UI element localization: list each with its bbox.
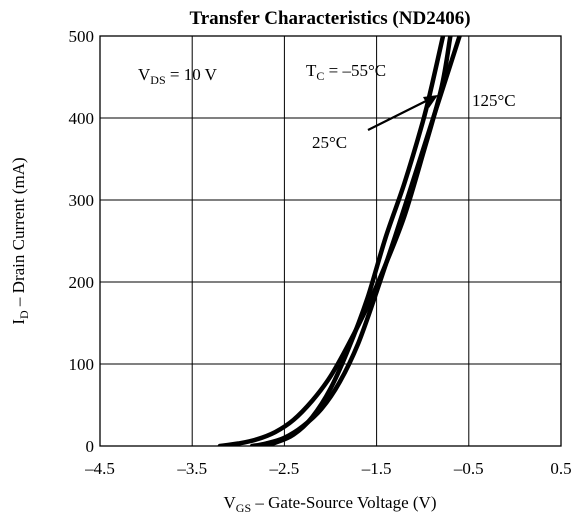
t25-annotation: 25°C — [312, 133, 347, 152]
y-tick-label: 100 — [69, 355, 95, 374]
y-tick-label: 200 — [69, 273, 95, 292]
vds-sub: DS — [150, 73, 165, 87]
x-tick-labels: –4.5 –3.5 –2.5 –1.5 –0.5 0.5 — [84, 459, 572, 478]
x-tick-label: –3.5 — [176, 459, 207, 478]
y-tick-labels: 0 100 200 300 400 500 — [69, 27, 95, 456]
x-tick-label: –2.5 — [269, 459, 300, 478]
y-axis-label-rest: – Drain Current (mA) — [9, 157, 28, 310]
grid-lines — [100, 36, 561, 446]
x-axis-label-sub: GS — [236, 501, 251, 515]
x-tick-label: –1.5 — [361, 459, 392, 478]
y-tick-label: 500 — [69, 27, 95, 46]
vds-annotation: VDS = 10 V — [138, 65, 218, 87]
x-tick-label: 0.5 — [550, 459, 571, 478]
curves — [217, 36, 462, 446]
vds-rest: = 10 V — [166, 65, 218, 84]
tc-main: T — [306, 61, 317, 80]
tc-cold-annotation: TC = –55°C — [306, 61, 386, 83]
y-axis-label-sub: D — [17, 310, 31, 319]
arrow-25c-shaft — [367, 99, 429, 131]
x-tick-label: –0.5 — [453, 459, 484, 478]
tc-sub: C — [316, 69, 324, 83]
plot-frame — [99, 35, 562, 447]
x-axis-label-main: V — [224, 493, 237, 512]
y-axis-label-main: I — [9, 319, 28, 325]
chart-title: Transfer Characteristics (ND2406) — [189, 8, 470, 29]
y-tick-label: 400 — [69, 109, 95, 128]
vds-main: V — [138, 65, 151, 84]
x-axis-label: VGS – Gate-Source Voltage (V) — [224, 493, 437, 515]
curve-series-2 — [259, 36, 446, 446]
y-tick-label: 300 — [69, 191, 95, 210]
x-tick-label: –4.5 — [84, 459, 115, 478]
y-axis-label: ID – Drain Current (mA) — [9, 157, 31, 324]
curve-series-0 — [217, 36, 453, 446]
tc-rest: = –55°C — [324, 61, 386, 80]
y-tick-label: 0 — [86, 437, 95, 456]
t125-annotation: 125°C — [472, 91, 516, 110]
arrow-25c-head — [423, 95, 438, 108]
x-axis-label-rest: – Gate-Source Voltage (V) — [251, 493, 436, 512]
